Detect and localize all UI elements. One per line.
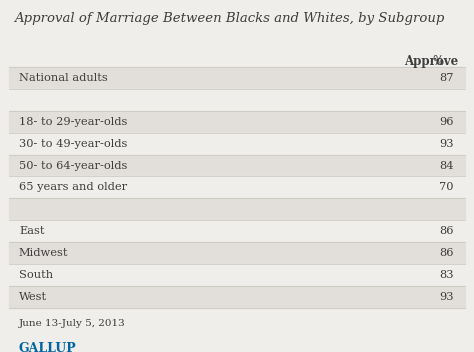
Text: West: West [19, 292, 47, 302]
Bar [9, 133, 465, 155]
Bar [9, 199, 465, 220]
Text: 93: 93 [439, 139, 454, 149]
Text: June 13-July 5, 2013: June 13-July 5, 2013 [19, 319, 126, 328]
Text: 86: 86 [439, 248, 454, 258]
Bar [9, 286, 465, 308]
Text: 84: 84 [439, 161, 454, 170]
Text: 86: 86 [439, 226, 454, 236]
Text: 50- to 64-year-olds: 50- to 64-year-olds [19, 161, 128, 170]
Bar [9, 89, 465, 111]
Bar [9, 176, 465, 199]
Text: %: % [433, 55, 448, 68]
Text: 93: 93 [439, 292, 454, 302]
Text: 70: 70 [439, 182, 454, 193]
Text: Midwest: Midwest [19, 248, 68, 258]
Bar [9, 264, 465, 286]
Text: 65 years and older: 65 years and older [19, 182, 127, 193]
Bar [9, 155, 465, 176]
Bar [9, 220, 465, 242]
Text: South: South [19, 270, 53, 280]
Text: 18- to 29-year-olds: 18- to 29-year-olds [19, 117, 128, 127]
Text: National adults: National adults [19, 73, 108, 83]
Text: 87: 87 [439, 73, 454, 83]
Text: East: East [19, 226, 45, 236]
Bar [9, 111, 465, 133]
Text: 83: 83 [439, 270, 454, 280]
Text: 96: 96 [439, 117, 454, 127]
Text: Approval of Marriage Between Blacks and Whites, by Subgroup: Approval of Marriage Between Blacks and … [14, 12, 445, 25]
Bar [9, 67, 465, 89]
Text: 30- to 49-year-olds: 30- to 49-year-olds [19, 139, 128, 149]
Bar [9, 242, 465, 264]
Text: GALLUP: GALLUP [19, 342, 77, 352]
Text: Approve: Approve [405, 55, 459, 68]
